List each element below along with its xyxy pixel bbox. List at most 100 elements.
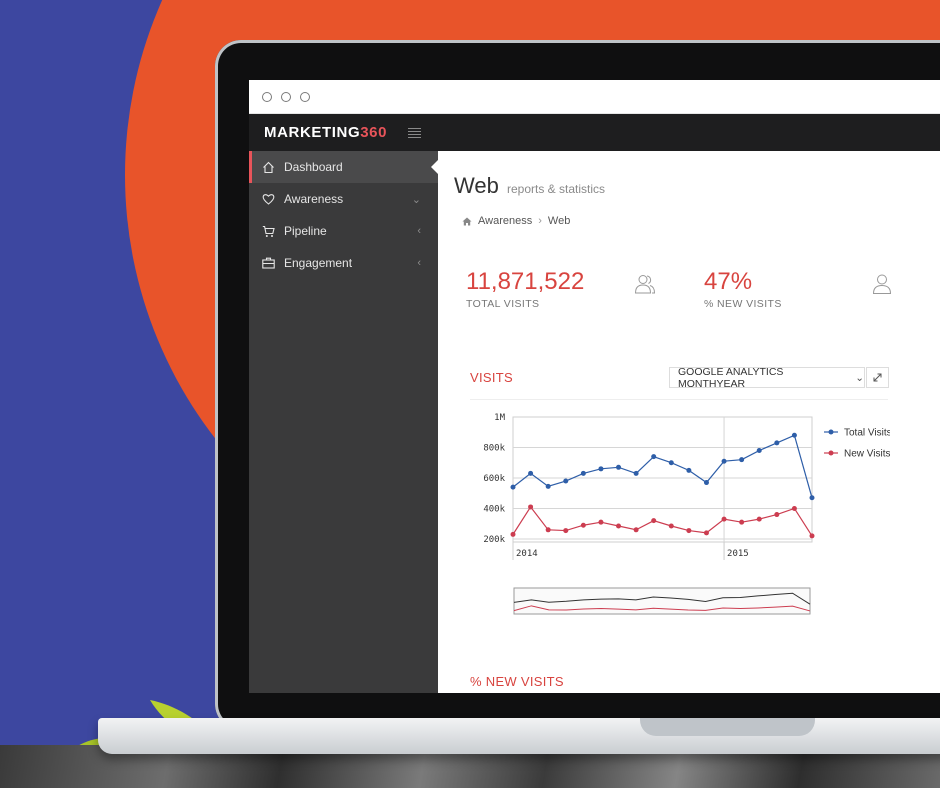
- sidebar-item-label: Dashboard: [284, 160, 343, 174]
- data-point[interactable]: [633, 527, 639, 533]
- plot-area: [512, 416, 813, 543]
- data-point[interactable]: [598, 519, 604, 525]
- visits-section-title: VISITS: [470, 370, 513, 385]
- data-point[interactable]: [545, 527, 551, 533]
- visits-line-chart: 1M 800k 600k 400k 200k 2014 2015 Total Visits Ne…: [483, 413, 890, 560]
- y-tick-label: 1M: [494, 413, 505, 423]
- data-point[interactable]: [510, 531, 516, 537]
- stat-value: 11,871,522: [466, 268, 585, 295]
- data-point[interactable]: [633, 470, 639, 476]
- data-point[interactable]: [791, 432, 797, 438]
- sidebar-item-label: Pipeline: [284, 224, 327, 238]
- breadcrumb-separator-icon: ›: [538, 215, 542, 227]
- chevron-left-icon: ‹: [417, 257, 421, 269]
- window-maximize-button[interactable]: [300, 91, 310, 102]
- data-point[interactable]: [598, 466, 604, 472]
- sidebar-item-label: Engagement: [284, 256, 353, 270]
- data-point[interactable]: [528, 470, 534, 476]
- stat-new-visits: 47% % NEW VISITS: [704, 268, 782, 310]
- stat-value: 47%: [704, 268, 753, 295]
- home-icon: [462, 217, 472, 225]
- new-visits-section-title: % NEW VISITS: [470, 674, 564, 689]
- data-point[interactable]: [721, 516, 727, 522]
- data-point[interactable]: [510, 484, 516, 490]
- data-point[interactable]: [739, 519, 745, 525]
- data-point[interactable]: [774, 440, 780, 446]
- series-line-0: [512, 434, 813, 498]
- data-point[interactable]: [545, 483, 551, 489]
- window-titlebar: [249, 80, 940, 114]
- expand-icon: [873, 373, 882, 382]
- heart-icon: [262, 192, 276, 206]
- data-point[interactable]: [756, 448, 762, 454]
- legend-label[interactable]: Total Visits: [844, 428, 890, 439]
- window-minimize-button[interactable]: [281, 91, 291, 102]
- data-point[interactable]: [563, 478, 569, 484]
- data-point[interactable]: [580, 470, 586, 476]
- user-icon: [872, 274, 892, 294]
- sidebar-item-dashboard[interactable]: Dashboard: [249, 151, 439, 183]
- data-point[interactable]: [616, 464, 622, 470]
- y-tick-label: 400k: [483, 504, 505, 514]
- data-point[interactable]: [563, 528, 569, 534]
- users-icon: [634, 275, 656, 294]
- data-point[interactable]: [809, 495, 815, 501]
- y-tick-label: 600k: [483, 474, 505, 484]
- section-divider: [470, 399, 888, 400]
- x-tick-label: 2015: [727, 549, 749, 559]
- chart-navigator[interactable]: [513, 587, 811, 615]
- data-point[interactable]: [651, 454, 657, 460]
- sidebar-item-label: Awareness: [284, 192, 344, 206]
- data-point[interactable]: [809, 533, 815, 539]
- data-point[interactable]: [703, 480, 709, 486]
- app-logo[interactable]: MARKETING360: [264, 124, 388, 141]
- hamburger-icon[interactable]: [408, 127, 422, 138]
- legend-label[interactable]: New Visits: [844, 449, 890, 460]
- data-point[interactable]: [791, 505, 797, 511]
- data-point[interactable]: [668, 460, 674, 466]
- data-point[interactable]: [686, 528, 692, 534]
- dropdown-value: GOOGLE ANALYTICS MONTHYEAR: [678, 365, 784, 390]
- sidebar-item-engagement[interactable]: Engagement ‹: [249, 247, 438, 279]
- data-point[interactable]: [739, 457, 745, 463]
- data-point[interactable]: [703, 530, 709, 536]
- legend-marker: [828, 429, 834, 435]
- data-point[interactable]: [651, 518, 657, 524]
- home-icon: [262, 160, 276, 174]
- expand-button[interactable]: [866, 367, 889, 388]
- series-line-1: [512, 505, 813, 537]
- navigator-series-1: [513, 605, 811, 612]
- data-point[interactable]: [668, 523, 674, 529]
- data-point[interactable]: [580, 522, 586, 528]
- data-point[interactable]: [721, 458, 727, 464]
- data-point[interactable]: [616, 523, 622, 529]
- data-point[interactable]: [756, 516, 762, 522]
- chevron-down-icon: ⌄: [855, 371, 864, 384]
- legend-marker: [828, 450, 834, 456]
- stat-label: % NEW VISITS: [704, 298, 782, 310]
- x-tick-label: 2014: [516, 549, 538, 559]
- breadcrumb-item-web: Web: [547, 215, 571, 227]
- sidebar-item-pipeline[interactable]: Pipeline ‹: [249, 215, 438, 247]
- chevron-left-icon: ‹: [417, 225, 421, 237]
- breadcrumb: Awareness › Web: [462, 215, 570, 227]
- data-point[interactable]: [686, 467, 692, 473]
- chevron-down-icon: ⌄: [411, 193, 421, 206]
- data-point[interactable]: [528, 504, 534, 510]
- data-point[interactable]: [774, 512, 780, 518]
- main-content: Web reports & statistics Awareness › Web…: [438, 151, 940, 693]
- analytics-dropdown[interactable]: GOOGLE ANALYTICS MONTHYEAR ⌄: [669, 365, 865, 390]
- stat-label: TOTAL VISITS: [466, 298, 540, 310]
- sidebar: Dashboard Awareness ⌄ Pipeline ‹ Engagem…: [249, 151, 439, 693]
- stat-total-visits: 11,871,522 TOTAL VISITS: [466, 268, 584, 310]
- page-title: Web reports & statistics: [454, 173, 605, 198]
- window-close-button[interactable]: [262, 91, 272, 102]
- y-tick-label: 200k: [483, 535, 505, 545]
- y-tick-label: 800k: [483, 443, 505, 453]
- sidebar-item-awareness[interactable]: Awareness ⌄: [249, 183, 438, 215]
- breadcrumb-item-awareness[interactable]: Awareness: [478, 215, 533, 227]
- laptop-notch: [640, 718, 815, 736]
- browser-window: MARKETING360 Dashboard Awareness ⌄ Pipel…: [249, 80, 940, 693]
- navigator-series-0: [513, 592, 811, 605]
- cart-icon: [262, 224, 276, 238]
